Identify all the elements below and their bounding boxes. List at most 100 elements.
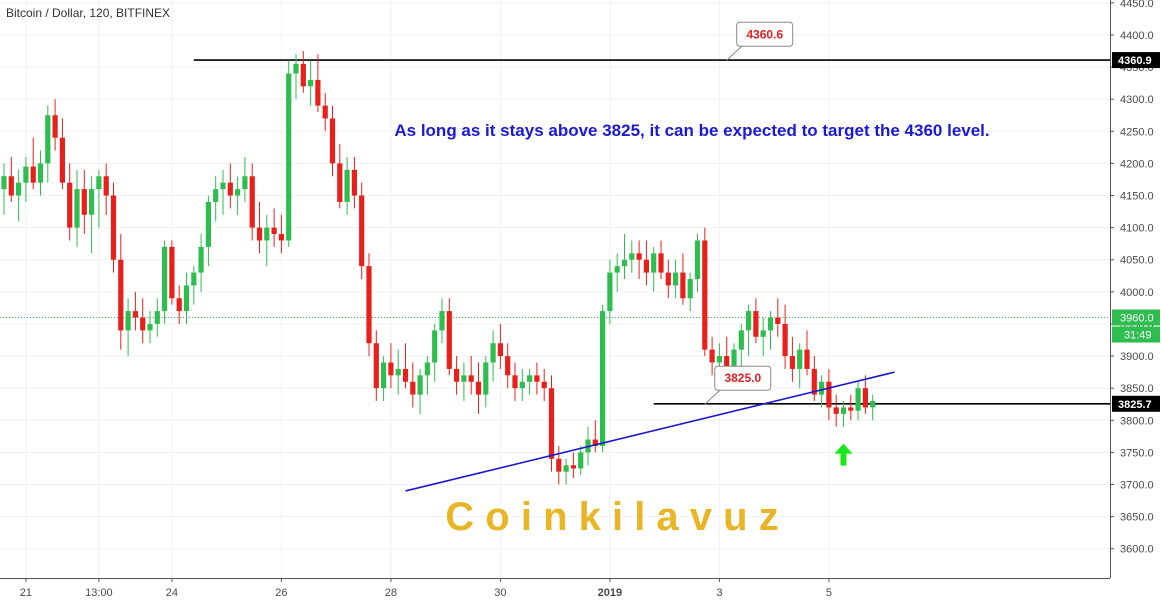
candle-body (103, 176, 109, 196)
candle-body (235, 189, 241, 196)
candle-up (74, 169, 80, 247)
candle-body (366, 266, 372, 344)
candle-up (162, 240, 168, 324)
candle-body (716, 356, 722, 363)
candle-up (45, 105, 51, 183)
candle-body (23, 166, 29, 183)
time-tick-label: 24 (166, 587, 178, 599)
candle-down (702, 227, 708, 357)
candle-up (220, 169, 226, 215)
candle-down (227, 163, 233, 209)
candle-body (629, 253, 635, 260)
candle-down (176, 285, 182, 324)
candle-up (344, 156, 350, 215)
last-price-badge (1112, 309, 1160, 326)
annotations: 4360.6 3825.0 (704, 21, 853, 466)
candle-body (52, 115, 58, 138)
candle-down (140, 298, 146, 344)
candle-down (249, 163, 255, 241)
price-tick-label: 3600.0 (1120, 544, 1154, 556)
candle-down (833, 394, 839, 427)
candle-up (651, 246, 657, 292)
price-tick-label: 4200.0 (1120, 158, 1154, 170)
candle-up (213, 176, 219, 222)
candle-body (592, 439, 598, 446)
candle-body (213, 189, 219, 202)
candle-down (643, 240, 649, 286)
candle-up (395, 349, 401, 395)
price-tick-label: 3650.0 (1120, 512, 1154, 524)
price-callout: 4360.6 (726, 21, 794, 61)
callout-label: 4360.6 (746, 27, 783, 41)
time-tick-label: 2019 (598, 587, 622, 599)
candle-down (359, 182, 365, 279)
candle-body (432, 330, 438, 363)
candle-body (512, 375, 518, 389)
candle-down (658, 240, 664, 279)
candle-up (1, 163, 7, 215)
candle-up (483, 356, 489, 408)
candle-up (16, 169, 22, 222)
candle-body (731, 349, 737, 369)
candle-down (52, 99, 58, 151)
candle-body (96, 176, 102, 190)
level-badge-label: 3825.7 (1118, 399, 1152, 411)
candle-down (256, 201, 263, 254)
candle-body (490, 343, 496, 363)
candle-body (147, 323, 153, 331)
candle-body (220, 182, 226, 190)
support-trendline (405, 371, 895, 492)
candle-body (446, 311, 452, 369)
candle-body (702, 240, 708, 350)
candle-body (826, 381, 832, 408)
candle-down (505, 343, 511, 389)
candle-body (344, 169, 350, 202)
last-price-label: 3960.0 (1120, 313, 1154, 325)
candle-down (497, 323, 503, 369)
candle-up (417, 368, 423, 414)
candle-down (366, 253, 372, 357)
candle-body (636, 253, 642, 260)
candle-body (797, 349, 803, 369)
candle-body (753, 311, 759, 337)
time-axis[interactable]: 21 13:00 24 26 28 30 2019 3 5 (0, 578, 1110, 599)
candle-body (658, 253, 664, 273)
candle-down (388, 343, 394, 389)
candle-body (767, 317, 774, 331)
candle-body (388, 362, 394, 376)
candle-body (169, 246, 175, 299)
candle-body (424, 362, 430, 376)
candle-body (819, 381, 825, 395)
time-tick-label: 21 (20, 587, 32, 599)
candle-down (454, 356, 460, 395)
price-tick-label: 4300.0 (1120, 94, 1154, 106)
price-tick-label: 3850.0 (1120, 383, 1154, 395)
candle-up (614, 253, 620, 292)
candle-body (67, 182, 73, 228)
price-tick-label: 4450.0 (1120, 0, 1154, 10)
time-tick-label: 30 (494, 587, 506, 599)
candle-body (804, 349, 810, 369)
candle-body (855, 388, 861, 411)
candle-body (738, 330, 744, 350)
candle-body (249, 176, 255, 228)
candle-body (505, 356, 511, 376)
candle-down (534, 362, 540, 395)
candle-up (381, 356, 387, 402)
candle-body (81, 189, 87, 215)
candle-body (191, 272, 197, 286)
price-axis[interactable]: 3600.0 3650.0 3700.0 3750.0 3800.0 3850.0 3900… (1110, 0, 1162, 603)
candle-down (665, 259, 671, 299)
candle-body (534, 375, 540, 382)
time-tick-label: 5 (826, 587, 832, 599)
candle-body (16, 182, 22, 196)
candle-body (862, 388, 868, 408)
candle-body (89, 189, 95, 215)
candle-body (782, 323, 788, 357)
candle-body (264, 227, 270, 241)
candle-body (811, 368, 817, 395)
candle-up (687, 272, 693, 312)
callout-box (736, 21, 794, 47)
candle-up (183, 272, 190, 324)
